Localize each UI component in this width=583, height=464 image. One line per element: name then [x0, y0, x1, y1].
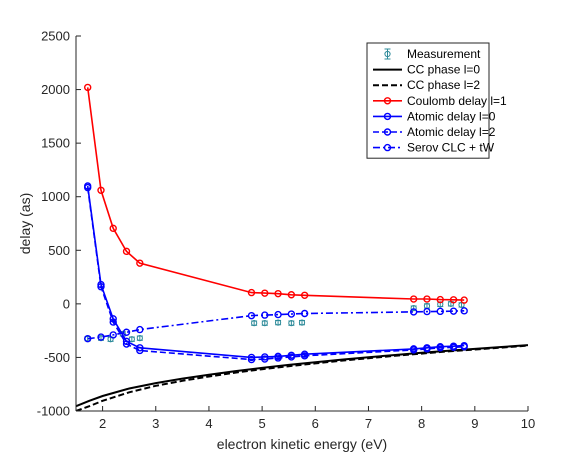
series-6-point-8 — [287, 310, 296, 318]
x-tick-label-6: 8 — [418, 416, 425, 431]
series-5-point-1 — [97, 283, 105, 291]
legend-marker-6 — [383, 143, 392, 152]
series-6-point-10 — [409, 308, 418, 316]
series-5 — [83, 183, 468, 364]
series-5-point-7 — [274, 354, 282, 362]
series-3-point-5 — [247, 288, 256, 297]
series-3-point-7 — [274, 289, 282, 298]
series-line-5 — [86, 187, 465, 361]
y-tick-label-3: 500 — [48, 243, 70, 258]
x-tick-label-7: 9 — [471, 416, 478, 431]
y-tick-label-6: 2000 — [41, 82, 70, 97]
series-layer — [76, 83, 528, 411]
legend-marker-5 — [383, 128, 392, 136]
y-tick-label-5: 1500 — [41, 136, 70, 151]
x-tick-label-3: 5 — [259, 416, 266, 431]
series-4-point-4 — [136, 344, 144, 352]
series-3-point-11 — [423, 295, 431, 303]
measurement-point-5 — [136, 335, 143, 342]
measurement-point-8 — [274, 319, 282, 326]
series-line-4 — [86, 185, 465, 359]
series-5-point-14 — [460, 343, 468, 351]
series-5-point-0 — [83, 183, 92, 192]
legend-label-6: Serov CLC + tW — [407, 141, 495, 155]
x-tick-label-8: 10 — [521, 416, 535, 431]
y-axis-label: delay (as) — [17, 193, 33, 254]
series-3-point-14 — [460, 296, 468, 304]
x-tick-label-4: 6 — [312, 416, 319, 431]
y-tick-label-7: 2500 — [41, 29, 70, 44]
measurement-point-7 — [261, 320, 268, 327]
series-6-point-6 — [261, 311, 269, 319]
series-5-point-3 — [122, 340, 131, 348]
measurement-point-6 — [251, 320, 258, 327]
series-3-point-6 — [261, 289, 269, 297]
series-3-point-12 — [436, 295, 444, 304]
x-tick-label-5: 7 — [365, 416, 372, 431]
measurement-point-10 — [298, 319, 306, 326]
legend-label-4: Atomic delay l=0 — [407, 109, 496, 123]
series-6-point-5 — [247, 311, 256, 320]
legend-label-3: Coulomb delay l=1 — [407, 94, 507, 108]
axes-layer: 2 3 4 5 6 7 8 9 10 -1000 -500 0 500 1000 1500 2000 2500 — [37, 29, 535, 432]
x-tick-label-0: 2 — [99, 416, 106, 431]
series-3-point-10 — [409, 295, 418, 303]
measurement-point-13 — [437, 301, 444, 308]
series-5-point-4 — [136, 346, 144, 355]
legend-label-1: CC phase l=0 — [407, 63, 480, 77]
series-3-point-13 — [449, 296, 458, 304]
x-tick-label-1: 3 — [152, 416, 159, 431]
legend-marker-4 — [383, 112, 392, 121]
series-6-point-0 — [83, 334, 92, 343]
series-5-point-2 — [109, 318, 117, 326]
series-6-point-4 — [136, 325, 144, 334]
series-5-point-13 — [449, 343, 458, 351]
series-line-2 — [76, 344, 528, 411]
y-tick-label-4: 1000 — [41, 189, 70, 204]
y-tick-label-1: -500 — [44, 350, 70, 365]
series-3-point-8 — [287, 291, 296, 299]
x-tick-label-2: 4 — [205, 416, 212, 431]
series-6-point-9 — [300, 309, 309, 318]
legend-label-2: CC phase l=2 — [407, 78, 480, 92]
legend-marker-0 — [384, 50, 391, 58]
legend-label-0: Measurement — [407, 47, 481, 61]
series-5-point-5 — [247, 355, 256, 364]
series-2 — [76, 344, 528, 411]
series-3-point-0 — [83, 83, 92, 92]
series-line-3 — [86, 87, 465, 301]
legend: Measurement CC phase l=0CC phase l=2 Coulo… — [366, 42, 507, 159]
series-5-point-12 — [436, 344, 444, 352]
series-6-point-7 — [274, 310, 282, 319]
series-3-point-1 — [97, 186, 105, 194]
legend-label-5: Atomic delay l=2 — [407, 125, 496, 139]
y-tick-label-0: -1000 — [37, 404, 70, 419]
series-5-point-6 — [261, 355, 269, 363]
series-6-point-2 — [109, 331, 117, 339]
series-6 — [83, 307, 468, 343]
measurement-point-11 — [410, 305, 417, 312]
legend-marker-3 — [383, 97, 392, 105]
series-3 — [83, 83, 468, 304]
x-axis-label: electron kinetic energy (eV) — [217, 436, 387, 452]
series-5-point-10 — [409, 346, 418, 354]
series-5-point-8 — [287, 353, 296, 361]
series-6-point-13 — [449, 307, 458, 315]
series-3-point-2 — [109, 224, 117, 233]
series-5-point-9 — [300, 352, 309, 360]
series-6-point-1 — [97, 333, 105, 341]
series-6-point-14 — [460, 307, 468, 315]
series-5-point-11 — [423, 345, 431, 353]
series-3-point-9 — [300, 291, 309, 299]
measurement-point-9 — [288, 320, 295, 327]
series-6-point-3 — [122, 328, 131, 336]
y-tick-label-2: 0 — [63, 296, 70, 311]
series-3-point-3 — [122, 247, 131, 256]
series-3-point-4 — [136, 259, 144, 267]
series-line-6 — [87, 310, 465, 340]
series-6-point-12 — [436, 307, 444, 316]
series-6-point-11 — [423, 307, 431, 316]
